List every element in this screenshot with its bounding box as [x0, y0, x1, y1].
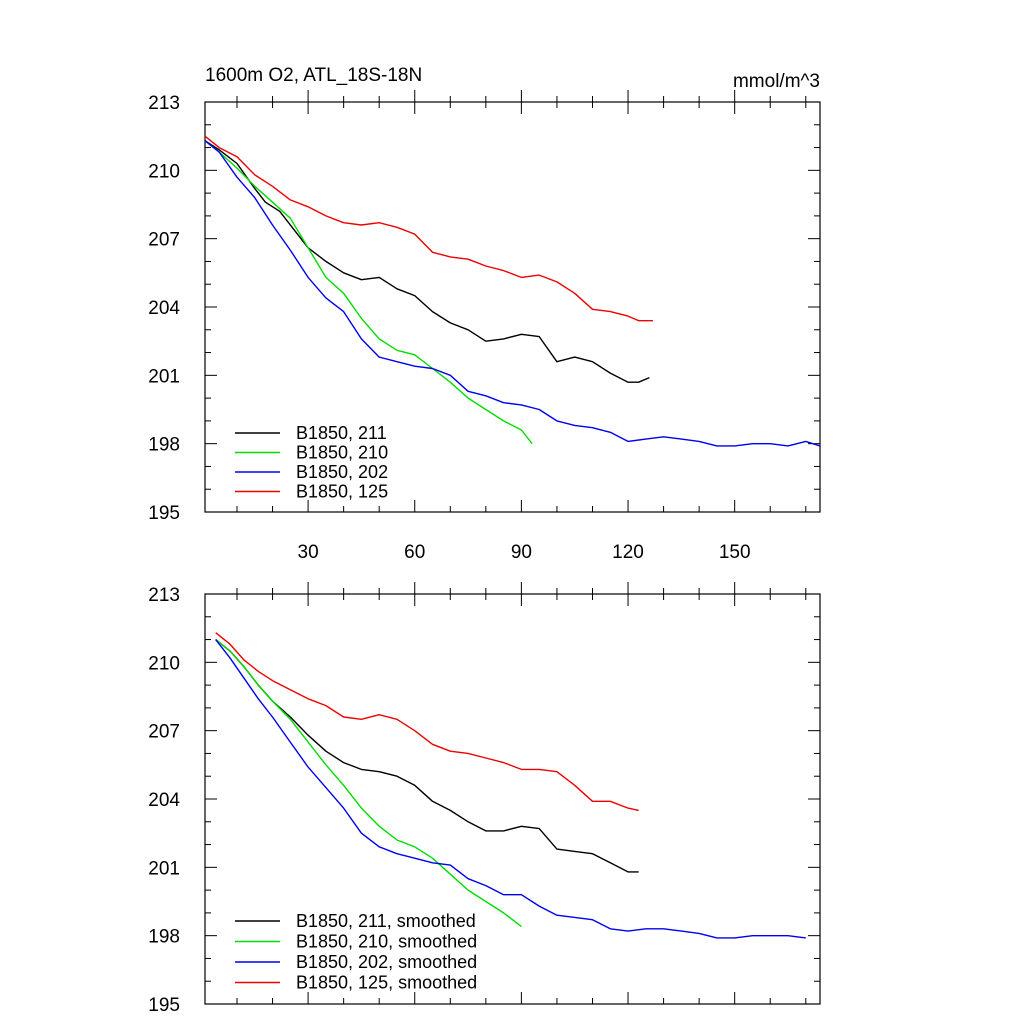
y-tick-label: 207: [148, 722, 180, 743]
series-line-1: [215, 639, 522, 928]
y-tick-label: 204: [148, 790, 180, 811]
legend-entry: B1850, 210: [296, 443, 388, 463]
series-line-3: [204, 135, 653, 322]
y-tick-label: 213: [148, 93, 180, 114]
y-tick-label: 201: [148, 858, 180, 879]
legend-entry: B1850, 202: [296, 462, 388, 482]
y-tick-label: 207: [148, 230, 180, 251]
series-line-3: [215, 632, 639, 812]
series-line-2: [204, 140, 821, 447]
series-line-2: [215, 639, 806, 939]
x-tick-label: 60: [404, 542, 425, 563]
legend-entry: B1850, 211: [296, 423, 387, 443]
legend-entry: B1850, 202, smoothed: [296, 952, 477, 972]
series-line-1: [204, 140, 533, 445]
y-tick-label: 201: [148, 366, 180, 387]
legend-entry: B1850, 211, smoothed: [296, 911, 476, 931]
x-tick-label: 120: [612, 542, 644, 563]
y-tick-label: 213: [148, 585, 180, 606]
x-tick-label: 150: [719, 542, 751, 563]
y-tick-label: 210: [148, 161, 180, 182]
y-tick-label: 210: [148, 653, 180, 674]
y-tick-label: 198: [148, 435, 180, 456]
x-tick-label: 90: [511, 542, 532, 563]
legend-entry: B1850, 125: [296, 482, 388, 502]
y-tick-label: 204: [148, 298, 180, 319]
chart-units: mmol/m^3: [733, 71, 820, 92]
top-panel: 195 198 201 204 207 210 213 30 60 90 120 150 1600m O…: [148, 65, 821, 563]
legend-entry: B1850, 210, smoothed: [296, 932, 477, 952]
bottom-panel: 195 198 201 204 207 210 213 B1850, 211, smoothe…: [148, 582, 821, 1016]
series-line-0: [204, 140, 650, 383]
y-tick-label: 195: [148, 503, 180, 524]
x-tick-label: 30: [298, 542, 319, 563]
legend-entry: B1850, 125, smoothed: [296, 973, 477, 993]
y-tick-label: 198: [148, 927, 180, 948]
chart-title: 1600m O2, ATL_18S-18N: [205, 65, 422, 86]
y-tick-label: 195: [148, 995, 180, 1016]
series-line-0: [215, 639, 639, 873]
